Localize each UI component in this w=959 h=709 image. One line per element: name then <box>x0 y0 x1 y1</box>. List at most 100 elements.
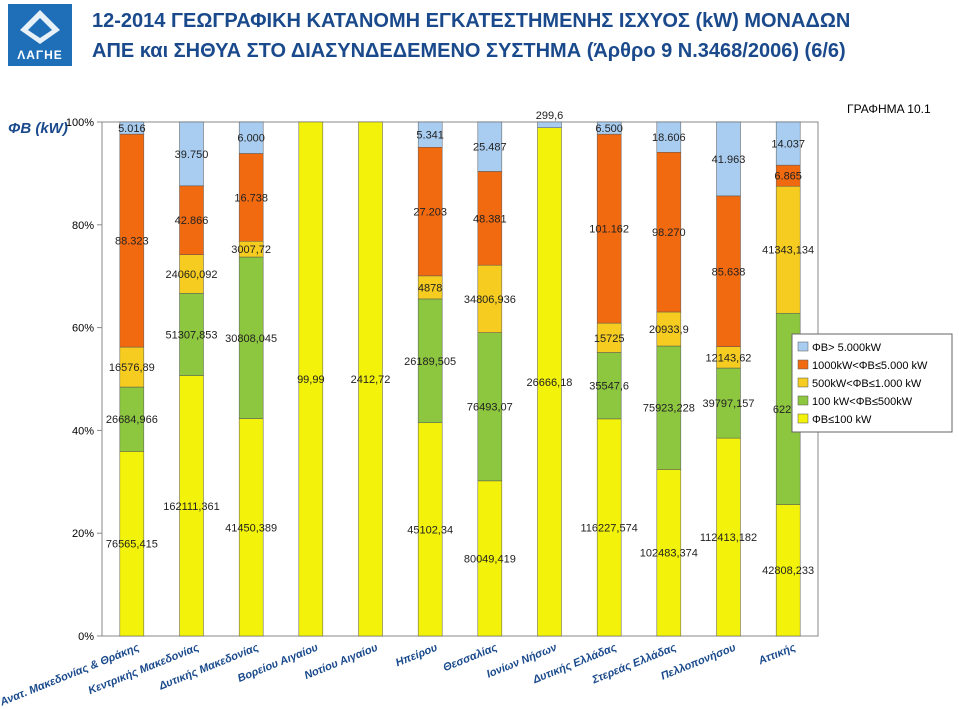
data-label: 39797,157 <box>703 398 755 410</box>
bar-segment <box>716 437 741 637</box>
bar-segment <box>358 121 383 637</box>
legend-entry: 100 kW<ΦΒ≤500kW <box>812 396 913 408</box>
data-label: 26666,18 <box>527 377 573 389</box>
data-label: 16.738 <box>234 192 268 204</box>
legend-entry: 1000kW<ΦΒ≤5.000 kW <box>812 360 928 372</box>
bar-segment <box>656 151 682 313</box>
data-label: 80049,419 <box>464 553 516 565</box>
bar-segment <box>775 121 801 166</box>
x-tick-label: Αττικής <box>756 642 798 668</box>
data-label: 5.016 <box>118 123 146 135</box>
y-tick-label: 40% <box>72 425 94 437</box>
data-label: 5.341 <box>416 130 444 142</box>
x-tick-label-group: Κεντρικής Μακεδονίας <box>87 642 201 697</box>
data-label: 41450,389 <box>225 522 277 534</box>
data-label: 101.162 <box>589 224 629 236</box>
bar-segment <box>596 418 622 637</box>
data-label: 76493,07 <box>467 402 513 414</box>
bar-segment <box>775 504 801 637</box>
data-label: 20933,9 <box>649 324 689 336</box>
page-title-line-2: ΑΠΕ και ΣΗΘΥΑ ΣΤΟ ΔΙΑΣΥΝΔΕΔΕΜΕΝΟ ΣΥΣΤΗΜΑ… <box>92 40 846 62</box>
bar-segment <box>596 121 622 135</box>
plot-frame <box>101 121 819 637</box>
x-tick-label-group: Δυτικής Μακεδονίας <box>157 642 261 693</box>
logo-emblem-icon <box>20 10 60 44</box>
page-title-line-1: 12-2014 ΓΕΩΓΡΑΦΙΚΗ ΚΑΤΑΝΟΜΗ ΕΓΚΑΤΕΣΤΗΜΕΝ… <box>92 10 851 32</box>
legend-swatch <box>797 359 809 370</box>
data-label: 51307,853 <box>166 329 218 341</box>
bar-segment <box>596 352 622 420</box>
data-label: 27.203 <box>413 207 447 219</box>
y-tick-label: 20% <box>72 528 94 540</box>
bar-segment <box>477 332 503 482</box>
y-axis-label: ΦΒ (kW) <box>8 120 68 137</box>
bar-segment <box>477 121 503 172</box>
bar-segment <box>656 469 682 637</box>
data-label: 14.037 <box>771 139 805 151</box>
legend-entry: 500kW<ΦΒ≤1.000 kW <box>812 378 922 390</box>
bar-segment <box>716 195 741 347</box>
legend-entry: ΦΒ≤100 kW <box>812 414 872 426</box>
legend-swatch <box>797 413 809 424</box>
bar-segment <box>417 298 443 424</box>
bar-segment <box>656 345 682 470</box>
x-tick-label-group: Αττικής <box>756 642 798 668</box>
bar-segment <box>477 264 503 333</box>
bar-segment <box>238 153 264 242</box>
y-tick-label: 60% <box>72 323 94 335</box>
data-label: 42808,233 <box>762 565 814 577</box>
data-label: 15725 <box>594 333 625 345</box>
chart-number: ΓΡΑΦΗΜΑ 10.1 <box>847 102 931 116</box>
data-label: 162111,361 <box>163 501 219 513</box>
bar-segment <box>238 121 264 154</box>
bar-segment <box>656 121 682 153</box>
bar-segment <box>537 127 562 637</box>
data-label: 48.381 <box>473 213 507 225</box>
data-label: 6.500 <box>595 123 623 135</box>
data-label: 26684,966 <box>106 414 158 426</box>
bar-segment <box>119 133 145 348</box>
data-label: 41.963 <box>712 154 746 166</box>
bar-segment <box>179 254 204 294</box>
legend-entry: ΦΒ> 5.000kW <box>812 342 882 354</box>
data-label: 24060,092 <box>166 269 218 281</box>
x-tick-label-group: Ηπείρου <box>394 641 440 669</box>
bar-segment <box>179 375 204 637</box>
bar-segment <box>537 121 562 128</box>
legend-swatch <box>797 341 809 352</box>
data-label: 112413,182 <box>700 532 757 544</box>
x-tick-label: Κεντρικής Μακεδονίας <box>87 642 201 697</box>
data-label: 4878 <box>418 282 442 294</box>
bar-segment <box>417 147 443 277</box>
data-label: 6.000 <box>237 133 265 145</box>
data-label: 2412,72 <box>351 374 391 386</box>
y-tick-label: 100% <box>66 117 94 129</box>
legend-swatch <box>797 377 809 388</box>
legend-box <box>791 333 953 433</box>
data-label: 102483,374 <box>640 548 698 560</box>
data-label: 98.270 <box>652 227 686 239</box>
bar-segment <box>119 386 145 452</box>
data-label: 88.323 <box>115 236 149 248</box>
data-label: 116227,574 <box>581 522 638 534</box>
data-label: 76565,415 <box>106 539 158 551</box>
data-label: 75923,228 <box>643 403 695 415</box>
data-label: 26189,505 <box>404 356 456 368</box>
bar-segment <box>179 185 204 255</box>
data-label: 45102,34 <box>407 524 453 536</box>
bar-segment <box>775 185 801 314</box>
data-label: 16576,89 <box>109 362 155 374</box>
data-label: 18.606 <box>652 132 686 144</box>
data-label: 39.750 <box>175 149 209 161</box>
logo: ΛΑΓΗΕ <box>8 4 72 66</box>
bar-segment <box>119 121 145 135</box>
bar-segment <box>298 121 324 637</box>
data-label: 25.487 <box>473 142 507 154</box>
data-label: 3007,72 <box>231 244 271 256</box>
bar-segment <box>179 121 204 187</box>
data-label: 85.638 <box>712 266 746 278</box>
bar-segment <box>716 121 741 197</box>
bar-segment <box>596 322 622 353</box>
bar-segment <box>119 451 145 637</box>
